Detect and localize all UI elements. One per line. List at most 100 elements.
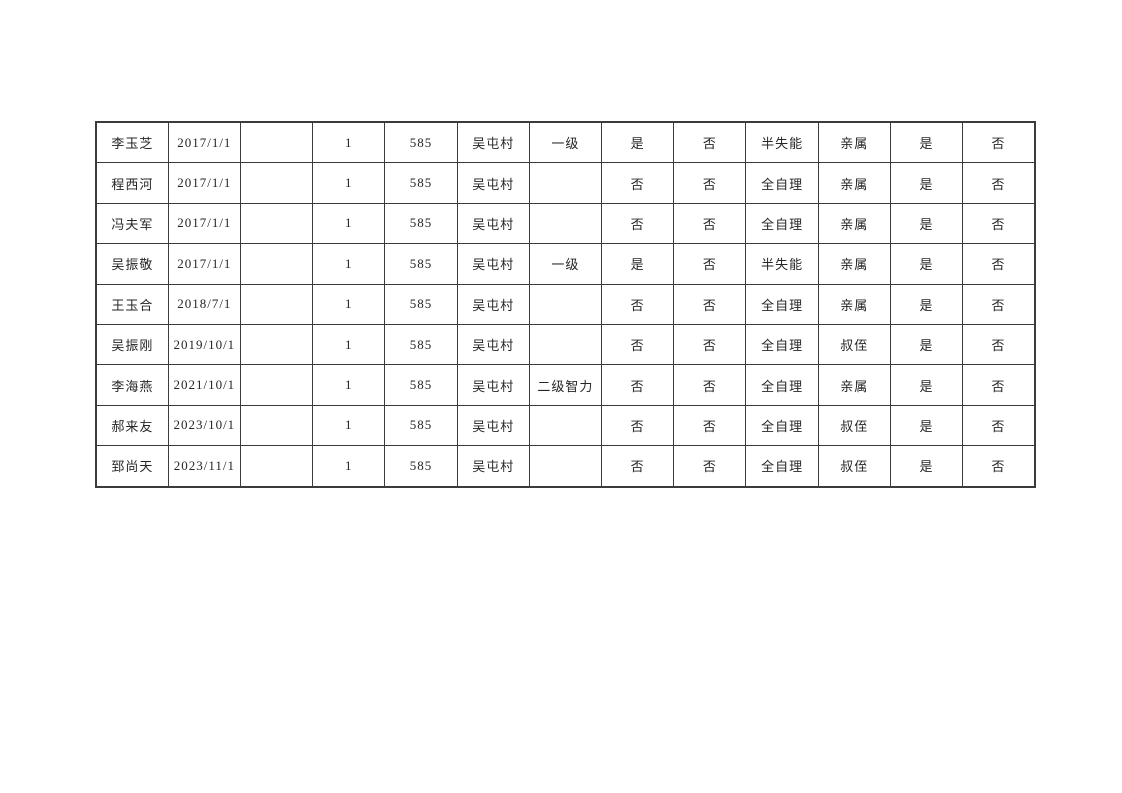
table-cell: 否 (601, 283, 675, 325)
table-cell: 否 (601, 162, 675, 204)
table-cell: 郅尚天 (95, 445, 169, 488)
table-cell: 亲属 (817, 364, 891, 406)
table-cell (528, 202, 603, 245)
table-cell: 585 (384, 364, 458, 406)
table-cell: 全自理 (745, 283, 819, 325)
table-cell: 一级 (528, 243, 603, 285)
table-cell: 585 (384, 121, 458, 164)
table-cell: 吴屯村 (456, 323, 530, 366)
table-cell: 2018/7/1 (167, 283, 241, 325)
table-cell: 否 (673, 162, 747, 204)
table-cell: 否 (962, 202, 1036, 245)
table-cell: 是 (889, 162, 964, 204)
table-cell: 全自理 (745, 364, 819, 406)
table-cell: 吴振刚 (95, 323, 169, 366)
table-cell: 1 (312, 202, 386, 245)
table-row: 李玉芝 2017/1/1 1 585 吴屯村 一级是否半失能 亲属是否 (95, 121, 1036, 164)
table-cell: 吴屯村 (456, 445, 530, 488)
table-cell (239, 323, 314, 366)
table-cell: 1 (312, 445, 386, 488)
table-cell: 全自理 (745, 162, 819, 204)
table-cell: 1 (312, 121, 386, 164)
table-cell: 是 (601, 121, 675, 164)
table-cell: 2023/11/1 (167, 445, 241, 488)
table-cell: 叔侄 (817, 404, 891, 447)
table-cell: 李海燕 (95, 364, 169, 406)
table-cell: 是 (889, 445, 964, 488)
table-row: 吴振敬 2017/1/1 1 585 吴屯村 一级是否半失能 亲属是否 (95, 243, 1036, 285)
table-row: 李海燕 2021/10/1 1 585 吴屯村 二级智力否否全自理 亲属是否 (95, 364, 1036, 406)
table-cell: 冯夫军 (95, 202, 169, 245)
table-cell: 否 (962, 445, 1036, 488)
table-cell: 叔侄 (817, 323, 891, 366)
table-cell: 是 (889, 202, 964, 245)
records-table: 李玉芝 2017/1/1 1 585 吴屯村 一级是否半失能 亲属是否程西河 2017/1/1… (95, 121, 1036, 488)
table-cell (239, 283, 314, 325)
table-cell: 亲属 (817, 162, 891, 204)
table-cell (528, 445, 603, 488)
table-cell: 否 (962, 404, 1036, 447)
table-cell: 是 (889, 243, 964, 285)
table-cell (528, 162, 603, 204)
table-cell: 2017/1/1 (167, 202, 241, 245)
table-row: 吴振刚 2019/10/1 1 585 吴屯村否否全自理 叔侄是否 (95, 323, 1036, 366)
table-cell: 否 (673, 404, 747, 447)
table-cell: 否 (673, 445, 747, 488)
table-cell: 是 (889, 364, 964, 406)
table-cell: 585 (384, 323, 458, 366)
table-cell: 否 (601, 323, 675, 366)
table-cell: 李玉芝 (95, 121, 169, 164)
table-row: 郝来友 2023/10/1 1 585 吴屯村否否全自理 叔侄是否 (95, 404, 1036, 447)
table-cell: 王玉合 (95, 283, 169, 325)
table-cell: 吴屯村 (456, 121, 530, 164)
table-cell: 二级智力 (528, 364, 603, 406)
table-cell (528, 283, 603, 325)
table-cell: 否 (962, 283, 1036, 325)
table-cell: 一级 (528, 121, 603, 164)
table-cell: 否 (673, 121, 747, 164)
table-cell: 吴屯村 (456, 202, 530, 245)
table-row: 郅尚天 2023/11/1 1 585 吴屯村否否全自理 叔侄是否 (95, 445, 1036, 488)
table-cell (239, 162, 314, 204)
table-cell: 全自理 (745, 404, 819, 447)
table-cell: 否 (673, 202, 747, 245)
table-cell: 1 (312, 243, 386, 285)
table-cell: 吴屯村 (456, 364, 530, 406)
table-cell: 585 (384, 243, 458, 285)
table-cell: 吴屯村 (456, 243, 530, 285)
table-cell: 否 (962, 162, 1036, 204)
table-cell: 1 (312, 404, 386, 447)
table-cell: 否 (601, 364, 675, 406)
table-cell: 2021/10/1 (167, 364, 241, 406)
table-cell: 全自理 (745, 445, 819, 488)
table-row: 程西河 2017/1/1 1 585 吴屯村否否全自理 亲属是否 (95, 162, 1036, 204)
table-cell: 程西河 (95, 162, 169, 204)
table-cell: 585 (384, 283, 458, 325)
table-row: 冯夫军 2017/1/1 1 585 吴屯村否否全自理 亲属是否 (95, 202, 1036, 245)
table-cell: 1 (312, 364, 386, 406)
table-cell (528, 404, 603, 447)
table-cell (528, 323, 603, 366)
table-cell: 1 (312, 162, 386, 204)
table-cell: 吴屯村 (456, 404, 530, 447)
table-row: 王玉合 2018/7/1 1 585 吴屯村否否全自理 亲属是否 (95, 283, 1036, 325)
table-cell: 2017/1/1 (167, 243, 241, 285)
table-cell: 否 (601, 404, 675, 447)
table-cell: 叔侄 (817, 445, 891, 488)
table-cell (239, 445, 314, 488)
table-cell (239, 121, 314, 164)
table-cell (239, 404, 314, 447)
records-table-body: 李玉芝 2017/1/1 1 585 吴屯村 一级是否半失能 亲属是否程西河 2017/1/1… (95, 121, 1036, 488)
table-cell: 是 (889, 404, 964, 447)
table-cell: 全自理 (745, 323, 819, 366)
table-cell: 否 (673, 243, 747, 285)
table-cell: 2017/1/1 (167, 121, 241, 164)
table-cell: 否 (601, 445, 675, 488)
table-cell: 585 (384, 404, 458, 447)
table-cell: 是 (889, 323, 964, 366)
table-cell: 亲属 (817, 283, 891, 325)
table-cell (239, 202, 314, 245)
table-cell: 否 (962, 243, 1036, 285)
table-cell: 585 (384, 202, 458, 245)
